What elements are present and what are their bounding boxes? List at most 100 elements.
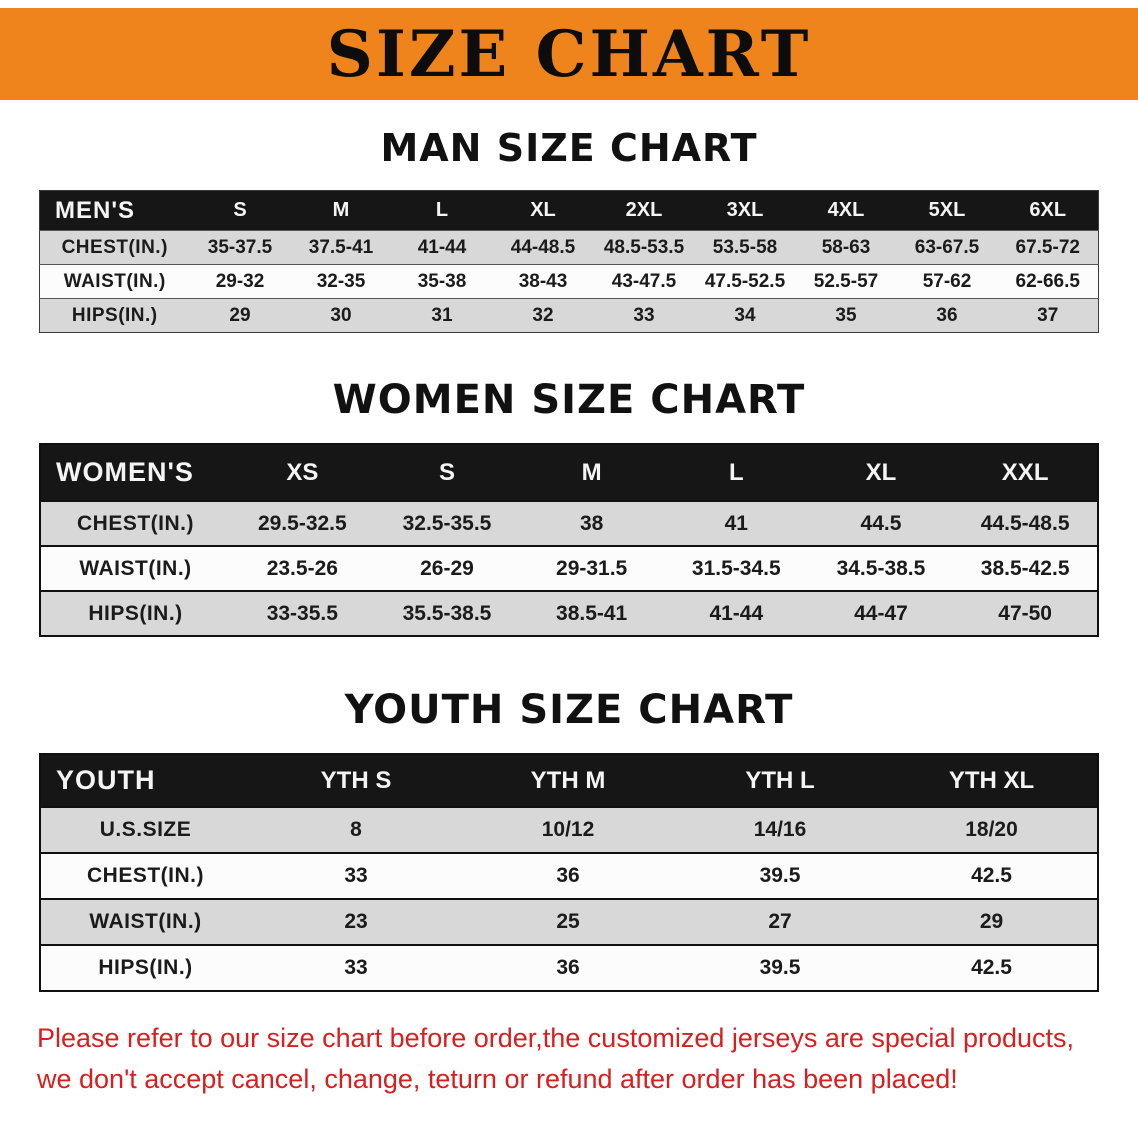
size-column-header: YTH XL bbox=[948, 766, 1035, 794]
size-value-cell: 41 bbox=[663, 500, 809, 546]
size-value-cell: 14/16 bbox=[674, 806, 886, 853]
row-label: WAIST(IN.) bbox=[40, 545, 230, 591]
size-chart-page: SIZE CHART MAN SIZE CHART MEN'S S M L XL… bbox=[0, 8, 1138, 1099]
women-chest-row: CHEST(IN.) 29.5-32.5 32.5-35.5 38 41 44.… bbox=[40, 500, 1098, 546]
men-waist-row: WAIST(IN.) 29-32 32-35 35-38 38-43 43-47… bbox=[39, 264, 1099, 299]
size-value-cell: 38.5-42.5 bbox=[953, 545, 1098, 591]
size-column-header: 5XL bbox=[928, 199, 966, 221]
size-column-header: XS bbox=[286, 458, 319, 486]
women-section-title: WOMEN SIZE CHART bbox=[332, 377, 806, 423]
row-label: HIPS(IN.) bbox=[40, 590, 230, 636]
size-value-cell: 53.5-58 bbox=[694, 230, 796, 265]
size-value-cell: 36 bbox=[462, 944, 674, 991]
size-value-cell: 39.5 bbox=[674, 852, 886, 899]
women-table-label: WOMEN'S bbox=[56, 457, 194, 487]
men-hips-row: HIPS(IN.) 29 30 31 32 33 34 35 36 37 bbox=[39, 298, 1099, 333]
size-value-cell: 47.5-52.5 bbox=[694, 264, 796, 299]
youth-chest-row: CHEST(IN.) 33 36 39.5 42.5 bbox=[40, 852, 1098, 899]
size-value-cell: 35.5-38.5 bbox=[374, 590, 520, 636]
size-column-header: M bbox=[332, 199, 350, 221]
women-size-table: WOMEN'S XS S M L XL XXL CHEST(IN.) 29.5-… bbox=[39, 443, 1099, 637]
youth-waist-row: WAIST(IN.) 23 25 27 29 bbox=[40, 898, 1098, 945]
size-value-cell: 36 bbox=[462, 852, 674, 899]
size-column-header: 6XL bbox=[1029, 199, 1067, 221]
size-column-header: S bbox=[233, 199, 247, 221]
size-value-cell: 29-31.5 bbox=[519, 545, 664, 591]
size-value-cell: 33 bbox=[250, 852, 462, 899]
size-column-header: 3XL bbox=[726, 199, 764, 221]
size-value-cell: 39.5 bbox=[674, 944, 886, 991]
size-value-cell: 44-47 bbox=[808, 590, 954, 636]
youth-ussize-row: U.S.SIZE 8 10/12 14/16 18/20 bbox=[40, 806, 1098, 853]
size-column-header: YTH L bbox=[745, 766, 815, 794]
size-column-header: M bbox=[581, 458, 602, 486]
size-value-cell: 29 bbox=[886, 898, 1098, 945]
size-value-cell: 44.5-48.5 bbox=[953, 500, 1098, 546]
size-value-cell: 44.5 bbox=[808, 500, 954, 546]
size-value-cell: 42.5 bbox=[886, 944, 1098, 991]
size-value-cell: 42.5 bbox=[886, 852, 1098, 899]
size-column-header: YTH M bbox=[530, 766, 606, 794]
disclaimer-line-2: we don't accept cancel, change, teturn o… bbox=[37, 1063, 958, 1094]
women-header-row: WOMEN'S XS S M L XL XXL bbox=[40, 444, 1098, 501]
size-value-cell: 41-44 bbox=[391, 230, 493, 265]
size-value-cell: 37 bbox=[997, 298, 1099, 333]
youth-size-table: YOUTH YTH S YTH M YTH L YTH XL U.S.SIZE … bbox=[39, 753, 1099, 992]
size-column-header: 2XL bbox=[625, 199, 663, 221]
size-column-header: XL bbox=[530, 199, 556, 221]
size-value-cell: 23.5-26 bbox=[230, 545, 375, 591]
size-value-cell: 29.5-32.5 bbox=[230, 500, 375, 546]
size-value-cell: 32.5-35.5 bbox=[374, 500, 520, 546]
disclaimer-note: Please refer to our size chart before or… bbox=[29, 1018, 1109, 1099]
men-table-label: MEN'S bbox=[55, 196, 136, 224]
row-label: CHEST(IN.) bbox=[40, 500, 230, 546]
disclaimer-line-1: Please refer to our size chart before or… bbox=[37, 1023, 1075, 1053]
size-value-cell: 32-35 bbox=[290, 264, 392, 299]
men-chest-row: CHEST(IN.) 35-37.5 37.5-41 41-44 44-48.5… bbox=[39, 230, 1099, 265]
youth-hips-row: HIPS(IN.) 33 36 39.5 42.5 bbox=[40, 944, 1098, 991]
youth-header-row: YOUTH YTH S YTH M YTH L YTH XL bbox=[40, 754, 1098, 807]
row-label: HIPS(IN.) bbox=[40, 944, 250, 991]
size-column-header: 4XL bbox=[827, 199, 865, 221]
size-value-cell: 25 bbox=[462, 898, 674, 945]
size-column-header: XL bbox=[865, 458, 897, 486]
size-value-cell: 32 bbox=[492, 298, 594, 333]
banner: SIZE CHART bbox=[0, 8, 1138, 100]
size-value-cell: 8 bbox=[250, 806, 462, 853]
size-value-cell: 35 bbox=[795, 298, 897, 333]
youth-section-title: YOUTH SIZE CHART bbox=[344, 687, 794, 733]
size-column-header: YTH S bbox=[320, 766, 392, 794]
size-value-cell: 36 bbox=[896, 298, 998, 333]
size-value-cell: 47-50 bbox=[953, 590, 1098, 636]
size-column-header: L bbox=[728, 458, 744, 486]
size-value-cell: 33-35.5 bbox=[230, 590, 375, 636]
size-value-cell: 29-32 bbox=[189, 264, 291, 299]
size-value-cell: 37.5-41 bbox=[290, 230, 392, 265]
row-label: U.S.SIZE bbox=[40, 806, 250, 853]
size-value-cell: 23 bbox=[250, 898, 462, 945]
size-value-cell: 26-29 bbox=[374, 545, 520, 591]
size-column-header: XXL bbox=[1001, 458, 1049, 486]
size-value-cell: 33 bbox=[593, 298, 695, 333]
size-value-cell: 63-67.5 bbox=[896, 230, 998, 265]
size-value-cell: 43-47.5 bbox=[593, 264, 695, 299]
row-label: WAIST(IN.) bbox=[40, 898, 250, 945]
size-value-cell: 31 bbox=[391, 298, 493, 333]
size-value-cell: 38 bbox=[519, 500, 664, 546]
row-label: CHEST(IN.) bbox=[40, 852, 250, 899]
size-value-cell: 38.5-41 bbox=[519, 590, 664, 636]
size-value-cell: 38-43 bbox=[492, 264, 594, 299]
size-column-header: L bbox=[435, 199, 449, 221]
men-section-title: MAN SIZE CHART bbox=[380, 126, 758, 170]
women-waist-row: WAIST(IN.) 23.5-26 26-29 29-31.5 31.5-34… bbox=[40, 545, 1098, 591]
size-value-cell: 29 bbox=[189, 298, 291, 333]
row-label: CHEST(IN.) bbox=[39, 230, 190, 265]
youth-table-label: YOUTH bbox=[56, 765, 156, 795]
size-value-cell: 30 bbox=[290, 298, 392, 333]
size-value-cell: 35-37.5 bbox=[189, 230, 291, 265]
size-value-cell: 35-38 bbox=[391, 264, 493, 299]
size-value-cell: 67.5-72 bbox=[997, 230, 1099, 265]
size-value-cell: 58-63 bbox=[795, 230, 897, 265]
size-value-cell: 44-48.5 bbox=[492, 230, 594, 265]
size-value-cell: 27 bbox=[674, 898, 886, 945]
